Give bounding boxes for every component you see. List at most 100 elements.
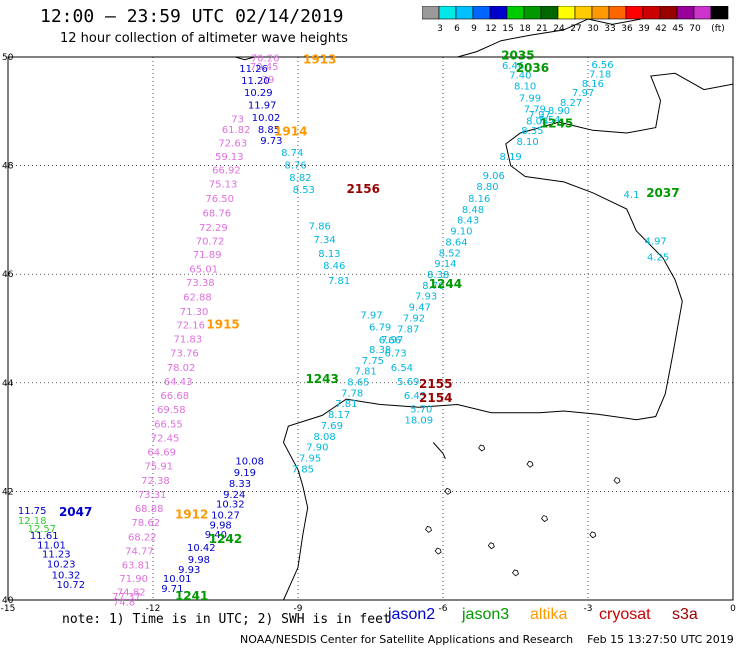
wave-height-label: 8.48 [462,205,484,216]
wave-height-label: 5.70 [410,405,432,416]
wave-height-label: 61.82 [222,125,251,136]
pass-number-label: 1913 [303,53,336,67]
wave-height-label: 8.76 [284,160,306,171]
wave-height-label: 8.08 [313,432,335,443]
colorbar-tick: 42 [655,24,666,34]
wave-height-label: 7.54 [538,115,560,126]
wave-height-label: 63.81 [122,561,151,572]
wave-height-label: 10.23 [47,559,76,570]
wave-height-label: 10.29 [244,88,273,99]
wave-height-label: 8.16 [468,194,490,205]
wave-height-label: 10.08 [235,456,264,467]
y-tick-label: 46 [2,270,14,280]
wave-height-label: 7.81 [335,399,357,410]
colorbar-tick: 3 [437,24,443,34]
pass-number-label: 1245 [540,117,573,131]
wave-height-label: 74.82 [117,588,146,599]
wave-height-label: 8.08 [526,116,548,127]
wave-height-label: 39 [262,75,275,86]
wave-height-label: 59.13 [215,152,244,163]
wave-height-label: 8.64 [445,237,467,248]
legend-jason2: jason2 [388,606,435,624]
wave-height-label: 7.69 [321,421,343,432]
wave-height-label: 8.10 [514,82,536,93]
coastline [282,72,734,601]
wave-height-label: 69.58 [157,405,186,416]
wave-height-label: 10.27 [211,511,240,522]
wave-height-label: 9.19 [234,468,256,479]
wave-height-label: 7.97 [529,110,551,121]
legend-s3a: s3a [672,606,698,624]
pass-number-label: 1915 [206,318,239,332]
wave-height-label: 7.81 [355,367,377,378]
wave-height-label: 9.10 [450,227,472,238]
wave-height-label: 66.55 [154,419,183,430]
wave-height-label: 74.8 [113,597,135,608]
y-tick-label: 50 [2,53,14,63]
wave-height-label: 7.86 [309,222,331,233]
inland-water [540,515,548,523]
wave-height-label: 70.45 [250,62,279,73]
wave-height-label: 10.72 [57,580,86,591]
wave-height-label: 11.26 [239,64,268,75]
wave-height-label: 76.50 [205,194,234,205]
legend-jason3: jason3 [462,606,509,624]
x-tick-label: -6 [439,604,448,614]
x-tick-label: -3 [584,604,593,614]
colorbar-tick: 36 [621,24,633,34]
wave-height-label: 7.85 [292,464,314,475]
colorbar-tick: 45 [672,24,683,34]
wave-height-label: 11.20 [241,76,270,87]
wave-height-label: 11.23 [42,550,71,561]
colorbar-swatch [710,6,729,20]
wave-height-label: 78.02 [167,363,196,374]
wave-height-label: 62.88 [183,292,212,303]
wave-height-label: 73 [231,115,244,126]
colorbar-tick: 21 [536,24,547,34]
wave-height-label: 64.69 [147,448,176,459]
wave-height-label: 73.31 [138,490,167,501]
wave-height-label: 9.47 [409,303,431,314]
wave-height-label: 4.1 [624,190,640,201]
wave-height-label: 7.92 [403,313,425,324]
wave-height-label: 9.98 [210,520,232,531]
wave-height-label: 71.90 [119,574,148,585]
colorbar-tick: 18 [519,24,531,34]
inland-water [444,487,452,495]
footer-note: note: 1) Time is in UTC; 2) SWH is in fe… [62,612,391,627]
wave-height-label: 6.43 [404,391,426,402]
x-tick-label: 0 [730,604,736,614]
wave-height-label: 71.89 [193,250,222,261]
wave-height-label: 7.81 [328,276,350,287]
coastline [457,18,642,58]
wave-height-label: 7.95 [299,454,321,465]
pass-number-label: 1242 [209,532,242,546]
colorbar-tick: 33 [604,24,615,34]
wave-height-label: 6.79 [369,323,391,334]
colorbar-tick: 27 [570,24,581,34]
inland-water [511,569,519,577]
chart-title: 12:00 – 23:59 UTC 02/14/2019 [40,6,344,27]
wave-height-label: 7.97 [360,311,382,322]
inland-water [613,477,621,485]
wave-height-label: 8.16 [582,79,604,90]
wave-height-label: 77.37 [112,592,141,603]
wave-height-label: 8.80 [476,182,498,193]
wave-height-label: 8.27 [560,98,582,109]
colorbar-tick: 15 [502,24,513,34]
pass-number-label: 2037 [646,186,679,200]
wave-height-label: 65.01 [189,265,218,276]
wave-height-label: 10.42 [187,543,216,554]
wave-height-label: 74.77 [125,546,154,557]
wave-height-label: 72.63 [218,139,247,150]
colorbar-tick: 6 [454,24,460,34]
wave-height-label: 12.18 [18,516,47,527]
inland-water [434,547,442,555]
wave-height-label: 7.99 [519,94,541,105]
footer-credit: NOAA/NESDIS Center for Satellite Applica… [240,633,734,646]
wave-height-label: 64.43 [164,377,193,388]
wave-height-label: 7.97 [572,88,594,99]
wave-height-label: 4.97 [645,236,667,247]
wave-height-label: 7.93 [415,292,437,303]
wave-height-label: 9.14 [434,259,456,270]
